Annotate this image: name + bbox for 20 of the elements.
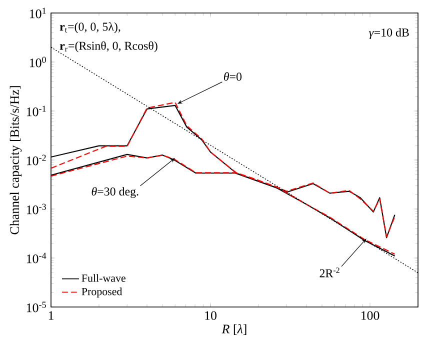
- annotation: γ=10 dB: [369, 28, 409, 40]
- x-tick-label: 10: [205, 311, 216, 320]
- annotation: θ=30 deg.: [92, 187, 138, 198]
- x-tick-label: 1: [48, 311, 54, 320]
- y-tick-label: 10$^{0}$: [30, 56, 46, 68]
- annotation: r$_{t}$=(0, 0, 5λ),: [60, 22, 120, 34]
- annotation: θ=0: [224, 72, 242, 81]
- y-tick-label: 10$^{-4}$: [26, 252, 46, 264]
- y-tick-label: 10$^{-1}$: [26, 106, 46, 116]
- y-tick-label: 10$^{1}$: [30, 8, 46, 18]
- y-tick-label: 10$^{-3}$: [26, 204, 46, 214]
- x-axis-title: R [λ]: [222, 324, 246, 335]
- annotation: r$_{r}$=(Rsinθ, 0, Rcosθ): [60, 41, 158, 52]
- legend-label: Proposed: [82, 288, 122, 298]
- y-tick-label: 10$^{-2}$: [26, 154, 46, 166]
- x-tick-label: 100: [361, 311, 380, 320]
- y-axis-title: Channel capacity [Bits/s/Hz]: [10, 86, 22, 234]
- annotation: 2R$^{-2}$: [320, 268, 340, 278]
- y-tick-label: 10$^{-5}$: [26, 302, 46, 312]
- legend-label: Full-wave: [82, 274, 126, 282]
